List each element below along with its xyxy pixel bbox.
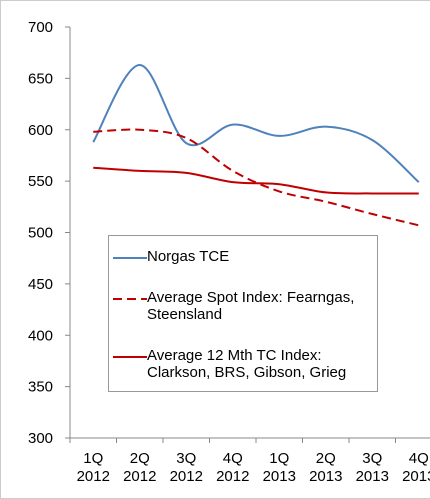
x-tick-label-line: 2013 (356, 468, 389, 485)
legend-item: Average 12 Mth TC Index: Clarkson, BRS, … (113, 347, 373, 381)
legend-swatch (113, 298, 147, 300)
legend-item: Norgas TCE (113, 248, 373, 265)
x-tick-label: 4Q2013 (402, 450, 430, 485)
y-tick-label: 450 (28, 276, 53, 293)
x-tick-label-line: 1Q (83, 450, 103, 467)
x-tick-label-line: 2013 (402, 468, 430, 485)
y-tick-label: 700 (28, 19, 53, 36)
x-tick-label: 1Q 2012 (77, 450, 110, 485)
y-tick-label: 600 (28, 122, 53, 139)
legend-swatch (113, 257, 147, 259)
x-tick-label-line: 3Q (176, 450, 196, 467)
x-tick-label-line: 4Q (223, 450, 243, 467)
legend: Norgas TCE Average Spot Index: Fearngas, … (108, 235, 378, 392)
x-tick-label-line: 1Q (269, 450, 289, 467)
x-tick-label: 2Q 2013 (309, 450, 342, 485)
x-tick-label-line: 2012 (170, 468, 203, 485)
legend-label: Average Spot Index: Fearngas, Steensland (147, 289, 355, 323)
y-tick-label: 550 (28, 173, 53, 190)
x-tick-label: 3Q 2013 (356, 450, 389, 485)
legend-swatch (113, 356, 147, 358)
legend-item: Average Spot Index: Fearngas, Steensland (113, 289, 373, 323)
line-series (93, 166, 419, 195)
line-series (92, 64, 420, 183)
x-tick-label: 1Q 2013 (263, 450, 296, 485)
y-tick-label: 650 (28, 70, 53, 87)
line-series (93, 128, 419, 227)
x-tick-label-line: 2013 (309, 468, 342, 485)
legend-label: Average 12 Mth TC Index: Clarkson, BRS, … (147, 347, 347, 381)
x-tick-label-line: 3Q (362, 450, 382, 467)
legend-label: Norgas TCE (147, 248, 230, 265)
y-tick-label: 300 (28, 430, 53, 447)
x-tick-label: 4Q 2012 (216, 450, 249, 485)
x-tick-label: 3Q 2012 (170, 450, 203, 485)
x-tick-label-line: 4Q (409, 450, 429, 467)
x-tick-label: 2Q 2012 (123, 450, 156, 485)
y-tick-label: 500 (28, 225, 53, 242)
y-tick-label: 400 (28, 327, 53, 344)
x-tick-label-line: 2012 (77, 468, 110, 485)
y-tick-label: 350 (28, 379, 53, 396)
x-tick-label-line: 2Q (316, 450, 336, 467)
x-tick-label-line: 2013 (263, 468, 296, 485)
x-tick-label-line: 2Q (130, 450, 150, 467)
x-tick-label-line: 2012 (123, 468, 156, 485)
x-tick-label-line: 2012 (216, 468, 249, 485)
